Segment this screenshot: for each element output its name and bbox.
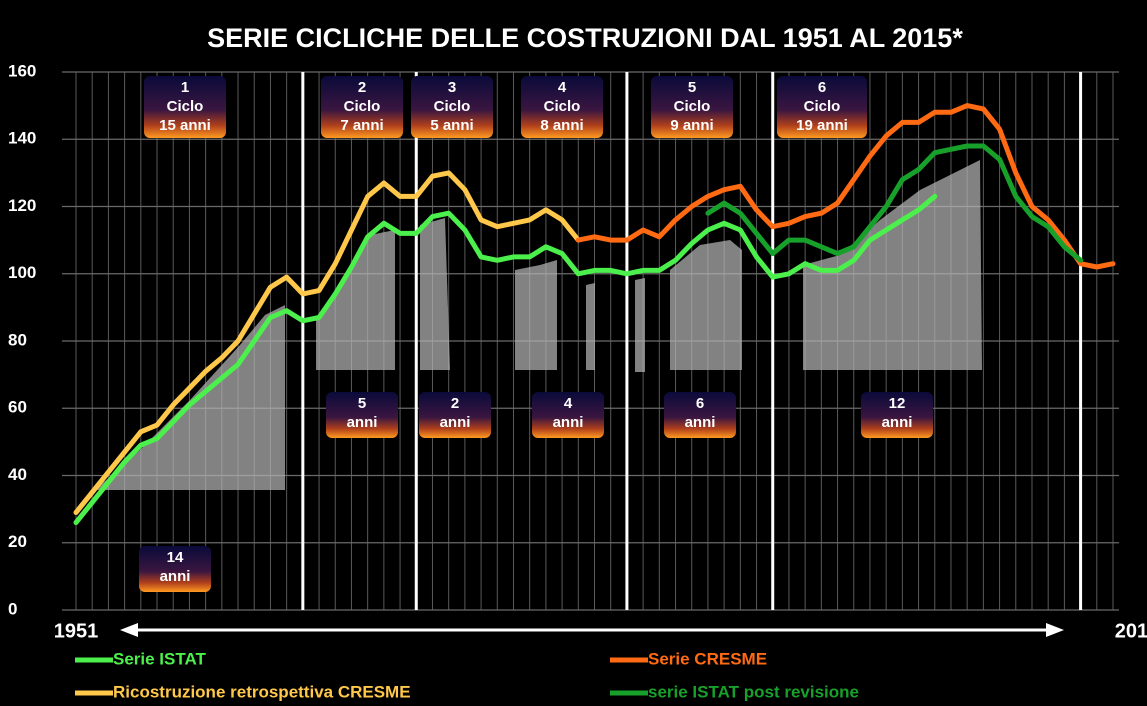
cycle-box-text: 5: [688, 79, 696, 96]
cycle-box: [144, 76, 226, 138]
cycle-box-text: 15 anni: [159, 117, 211, 134]
y-tick-label: 160: [8, 61, 36, 80]
cycle-box-text: 6: [818, 79, 826, 96]
cycle-box: [411, 76, 493, 138]
cycle-box-text: 3: [448, 79, 456, 96]
phase-box: [326, 392, 398, 438]
phase-box: [664, 392, 736, 438]
series-line: [73, 170, 581, 515]
phase-box-text: anni: [347, 414, 378, 431]
phase-box-text: 12: [889, 395, 906, 412]
phase-box-text: anni: [440, 414, 471, 431]
phase-box: [419, 392, 491, 438]
y-tick-label: 40: [8, 465, 27, 484]
cycle-box-text: Ciclo: [804, 98, 841, 115]
cycle-box-text: 8 anni: [540, 117, 583, 134]
phase-box-text: 4: [564, 395, 573, 412]
y-tick-label: 140: [8, 129, 36, 148]
phase-box-text: anni: [553, 414, 584, 431]
cycle-box: [777, 76, 867, 138]
cycle-box: [321, 76, 403, 138]
phase-box: [532, 392, 604, 438]
phase-box: [139, 546, 211, 592]
cycle-box-text: Ciclo: [344, 98, 381, 115]
cycle-box-text: 19 anni: [796, 117, 848, 134]
shaded-area: [670, 240, 742, 370]
shaded-area: [316, 230, 395, 370]
cycle-box-text: 9 anni: [670, 117, 713, 134]
phase-box-text: anni: [685, 414, 716, 431]
cycle-box-text: 2: [358, 79, 366, 96]
legend-label: Serie CRESME: [648, 649, 767, 668]
shaded-area: [515, 260, 557, 370]
cycle-areas: [95, 160, 982, 490]
legend-label: Serie ISTAT: [113, 649, 207, 668]
phase-box-text: 6: [696, 395, 704, 412]
y-tick-label: 60: [8, 398, 27, 417]
y-tick-label: 80: [8, 330, 27, 349]
x-tick-label: 1951: [54, 620, 99, 642]
phase-box-text: anni: [882, 414, 913, 431]
cycle-box-text: 4: [558, 79, 567, 96]
shaded-area: [803, 160, 982, 370]
phase-box-text: anni: [160, 568, 191, 585]
phase-box-text: 5: [358, 395, 366, 412]
shaded-area: [635, 278, 645, 372]
shaded-area: [586, 283, 595, 370]
cycle-box-text: Ciclo: [434, 98, 471, 115]
legend-label: Ricostruzione retrospettiva CRESME: [113, 682, 411, 701]
cycle-box-text: Ciclo: [674, 98, 711, 115]
series-line: [705, 143, 1084, 263]
arrow-head: [120, 623, 138, 637]
cycle-box: [521, 76, 603, 138]
legend-label: serie ISTAT post revisione: [648, 682, 859, 701]
cycle-box-text: 5 anni: [430, 117, 473, 134]
shaded-area: [95, 305, 285, 490]
arrow-head: [1046, 623, 1064, 637]
cycle-box-text: 7 anni: [340, 117, 383, 134]
phase-box: [861, 392, 933, 438]
series-line: [73, 193, 938, 526]
y-tick-label: 20: [8, 532, 27, 551]
x-tick-label: 2015: [1115, 620, 1147, 642]
shaded-area: [420, 218, 450, 370]
phase-box-text: 2: [451, 395, 459, 412]
phase-box-text: 14: [167, 549, 184, 566]
cycle-box-text: Ciclo: [544, 98, 581, 115]
y-tick-label: 120: [8, 196, 36, 215]
cycle-box-text: Ciclo: [167, 98, 204, 115]
series-line: [575, 103, 1116, 270]
cycle-box-text: 1: [181, 79, 189, 96]
y-tick-label: 100: [8, 263, 36, 282]
y-tick-label: 0: [8, 599, 17, 618]
chart-title: SERIE CICLICHE DELLE COSTRUZIONI DAL 195…: [207, 23, 963, 53]
cycle-box: [651, 76, 733, 138]
